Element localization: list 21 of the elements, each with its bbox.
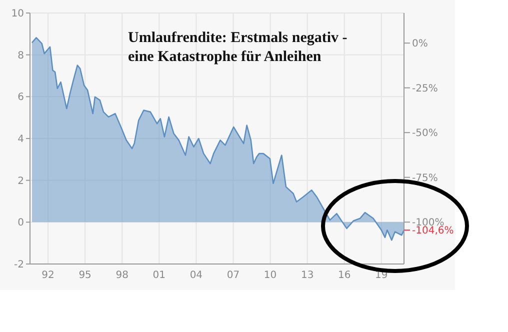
x-tick-label: 16 bbox=[338, 270, 351, 281]
y2-tick-label: 0% bbox=[412, 38, 428, 50]
y-tick-label: -2 bbox=[14, 260, 24, 270]
y-tick-label: 0 bbox=[18, 218, 24, 229]
y-tick-label: 6 bbox=[18, 92, 24, 104]
x-tick-label: 10 bbox=[264, 270, 277, 281]
x-tick-label: 04 bbox=[190, 270, 203, 281]
text: Umlaufrendite: Erstmals negativ - eine Katastrophe für Anleihen bbox=[128, 30, 348, 65]
y-tick-label: 8 bbox=[18, 50, 24, 62]
x-tick-label: 13 bbox=[300, 270, 314, 281]
y-tick-label: 2 bbox=[18, 176, 24, 187]
y-tick-label: 10 bbox=[11, 8, 24, 20]
y2-tick-label: -75% bbox=[412, 172, 438, 184]
y2-tick-label: -25% bbox=[412, 83, 438, 94]
x-tick-label: 01 bbox=[152, 270, 166, 281]
x-tick-label: 98 bbox=[116, 270, 128, 281]
x-tick-label: 95 bbox=[78, 270, 92, 281]
x-tick-label: 92 bbox=[42, 270, 54, 281]
y-tick-label: 4 bbox=[18, 134, 24, 145]
x-tick-label: 07 bbox=[226, 270, 240, 281]
y2-tick-label: -50% bbox=[412, 128, 438, 140]
